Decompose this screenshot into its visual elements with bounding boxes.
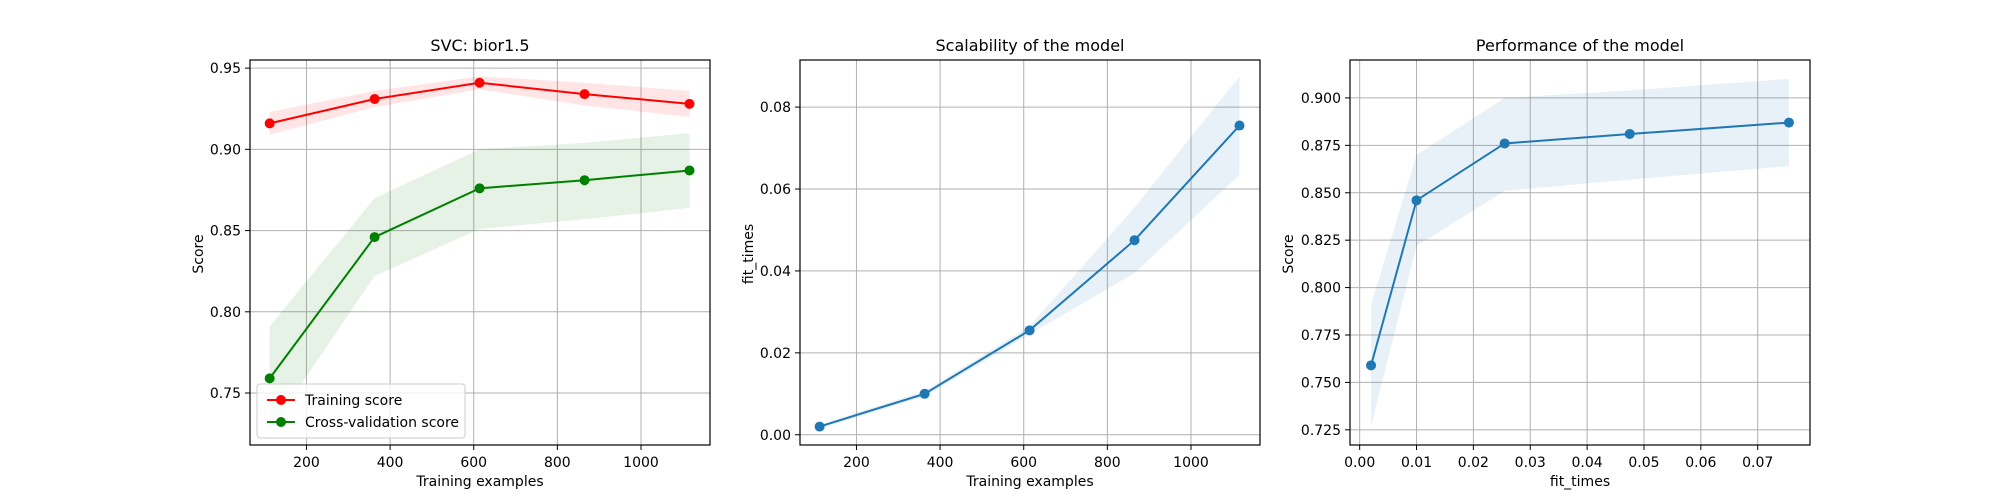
panel-performance-ylabel: Score: [1281, 234, 1297, 273]
panel-performance-x-tick-label: 0.04: [1572, 455, 1603, 471]
panel-performance-axes-frame: [1349, 59, 1811, 446]
panel-performance-x-tick-label: 0.07: [1742, 455, 1773, 471]
panel-performance-series-0-point: [1366, 360, 1377, 371]
panel-learning-curve-series-1-point: [369, 232, 380, 243]
panel-scalability-x-tick-label: 800: [1094, 455, 1121, 471]
panel-performance-title: Performance of the model: [1476, 36, 1684, 55]
panel-scalability-y-tick-label: 0.02: [760, 346, 791, 362]
panel-learning-curve-y-tick-label: 0.90: [210, 142, 241, 158]
panel-learning-curve-series-1-point: [684, 165, 695, 176]
panel-learning-curve-x-tick-label: 200: [293, 455, 320, 471]
panel-learning-curve-legend-label: Cross-validation score: [305, 415, 459, 431]
panel-scalability-xlabel: Training examples: [965, 474, 1093, 490]
panel-scalability-x-tick-label: 400: [927, 455, 954, 471]
panel-performance-x-tick-label: 0.06: [1685, 455, 1716, 471]
panel-scalability-axes-frame: [799, 59, 1261, 446]
panel-scalability-y-tick-label: 0.08: [760, 100, 791, 116]
panel-performance-xlabel: fit_times: [1550, 474, 1610, 490]
panel-performance-x-tick-label: 0.05: [1628, 455, 1659, 471]
panel-performance-y-tick-label: 0.750: [1301, 375, 1341, 391]
panel-performance-y-tick-label: 0.775: [1301, 328, 1341, 344]
panel-learning-curve-series-1-point: [474, 183, 485, 194]
panel-scalability-y-tick-label: 0.00: [760, 428, 791, 444]
panel-performance-y-tick-label: 0.825: [1301, 233, 1341, 249]
panel-performance-y-tick-label: 0.850: [1301, 186, 1341, 202]
panel-performance-series-0-point: [1499, 138, 1510, 149]
panel-learning-curve-legend-marker: [276, 417, 286, 427]
panel-performance-x-tick-label: 0.03: [1515, 455, 1546, 471]
panel-performance-y-tick-label: 0.800: [1301, 281, 1341, 297]
panel-learning-curve-x-tick-label: 800: [544, 455, 571, 471]
panel-performance-series-0-point: [1783, 117, 1794, 128]
panel-scalability-y-tick-label: 0.06: [760, 182, 791, 198]
panel-performance-x-tick-label: 0.01: [1401, 455, 1432, 471]
panel-learning-curve-xlabel: Training examples: [415, 474, 543, 490]
panel-performance-series-0-point: [1624, 128, 1635, 139]
panel-learning-curve-x-tick-label: 600: [460, 455, 487, 471]
panel-learning-curve-legend-box: [256, 383, 466, 439]
panel-scalability-x-tick-label: 200: [843, 455, 870, 471]
panel-scalability: Scalability of the model Training exampl…: [741, 36, 1261, 490]
panel-learning-curve-series-0-point: [369, 93, 380, 104]
panel-performance-series-0-band: [1371, 78, 1789, 427]
panel-scalability-x-tick-label: 1000: [1173, 455, 1209, 471]
panel-scalability-series-0-point: [814, 421, 825, 432]
panel-performance: Performance of the model fit_times Score…: [1281, 36, 1811, 490]
panel-performance-y-tick-label: 0.875: [1301, 138, 1341, 154]
panel-learning-curve-y-tick-label: 0.75: [210, 386, 241, 402]
panel-learning-curve-ylabel: Score: [191, 234, 207, 273]
panel-scalability-y-tick-label: 0.04: [760, 264, 791, 280]
panel-learning-curve-series-1-band: [269, 133, 690, 431]
panel-learning-curve-series-1-point: [264, 373, 275, 384]
panel-learning-curve-series-0-point: [684, 98, 695, 109]
panel-learning-curve-axes-frame: [249, 59, 711, 446]
panel-scalability-series-0-band: [819, 76, 1240, 429]
panel-learning-curve-y-tick-label: 0.85: [210, 224, 241, 240]
panel-learning-curve-legend-label: Training score: [304, 393, 402, 409]
panel-performance-x-tick-label: 0.02: [1458, 455, 1489, 471]
panel-scalability-x-tick-label: 600: [1010, 455, 1037, 471]
panel-scalability-series-0-point: [1234, 120, 1245, 131]
panel-learning-curve-x-tick-label: 1000: [623, 455, 659, 471]
panel-learning-curve-legend-marker: [276, 395, 286, 405]
panel-learning-curve-series-0-point: [264, 118, 275, 129]
panel-scalability-ylabel: fit_times: [741, 224, 757, 284]
panel-scalability-series-0-point: [1129, 235, 1140, 246]
panel-learning-curve-legend: Training score Cross-validation score: [256, 383, 466, 439]
panel-scalability-series-0-point: [1024, 325, 1035, 336]
panel-learning-curve-series-0-point: [474, 77, 485, 88]
panel-learning-curve-x-tick-label: 400: [377, 455, 404, 471]
panel-performance-y-tick-label: 0.900: [1301, 91, 1341, 107]
panel-performance-series-0-point: [1411, 195, 1422, 206]
panel-learning-curve-y-tick-label: 0.95: [210, 61, 241, 77]
panel-learning-curve-series-0-point: [579, 89, 590, 100]
panel-scalability-title: Scalability of the model: [936, 36, 1125, 55]
panel-learning-curve: SVC: bior1.5 Training examples Score 200…: [191, 36, 711, 490]
panel-learning-curve-series-1-point: [579, 175, 590, 186]
panel-performance-y-tick-label: 0.725: [1301, 423, 1341, 439]
panel-scalability-series-0-point: [919, 388, 930, 399]
panel-learning-curve-y-tick-label: 0.80: [210, 305, 241, 321]
panel-learning-curve-title: SVC: bior1.5: [430, 36, 529, 55]
panel-performance-x-tick-label: 0.00: [1344, 455, 1375, 471]
